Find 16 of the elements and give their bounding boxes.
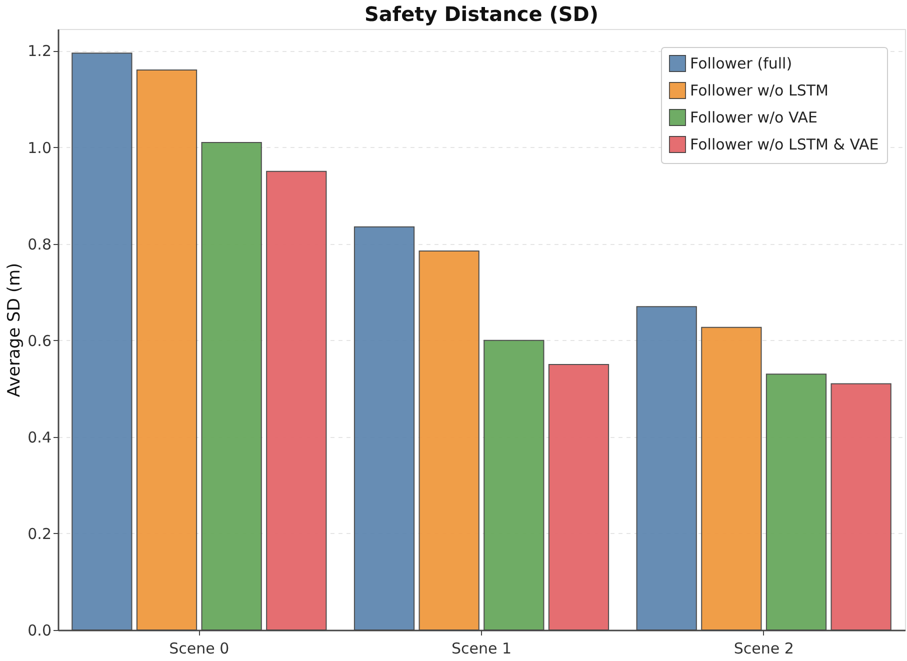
y-tick-label: 0.4 (28, 428, 52, 446)
y-axis-title: Average SD (m) (4, 262, 25, 398)
x-tick-label: Scene 1 (451, 640, 512, 658)
y-tick-label: 0.2 (28, 524, 52, 543)
legend-label: Follower w/o VAE (690, 108, 818, 126)
y-tick-label: 0.0 (28, 622, 52, 640)
chart-title: Safety Distance (SD) (364, 2, 599, 26)
legend-label: Follower w/o LSTM (690, 82, 828, 100)
x-tick-label: Scene 2 (734, 640, 794, 658)
y-tick-label: 0.6 (28, 332, 52, 350)
legend-label: Follower (full) (690, 54, 792, 72)
x-tick-label: Scene 0 (169, 640, 230, 658)
y-tick-label: 1.2 (28, 42, 52, 60)
y-tick-label: 1.0 (28, 138, 52, 157)
legend-label: Follower w/o LSTM & VAE (690, 136, 879, 154)
y-tick-label: 0.8 (28, 235, 52, 254)
